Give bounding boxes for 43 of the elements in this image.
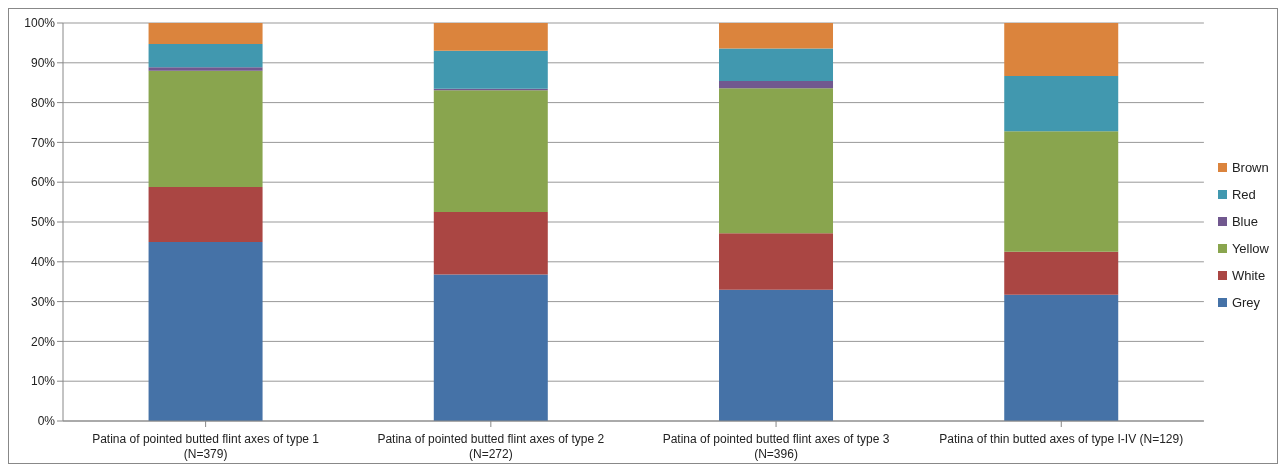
- y-tick-label: 100%: [24, 16, 56, 31]
- bar: [148, 23, 263, 45]
- x-tick-label: Patina of pointed butted flint axes of type 1 (N=379): [92, 432, 320, 461]
- bar: [1004, 251, 1119, 295]
- bar: [719, 233, 834, 290]
- bar: [719, 48, 834, 82]
- x-tick-label: Patina of thin butted axes of type I-IV (N=129): [939, 432, 1184, 446]
- bar: [433, 212, 548, 275]
- y-tick-label: 20%: [30, 334, 56, 349]
- legend-label: Grey: [1231, 295, 1261, 310]
- y-tick-label: 70%: [30, 135, 56, 150]
- legend-label: Red: [1231, 187, 1256, 202]
- bar: [148, 67, 263, 71]
- x-tick-label: Patina of pointed butted flint axes of type 3 (N=396): [662, 432, 890, 461]
- bar: [719, 88, 834, 234]
- legend-label: Brown: [1231, 160, 1269, 175]
- y-tick-label: 50%: [30, 215, 56, 230]
- bar: [433, 23, 548, 51]
- y-tick-label: 80%: [30, 95, 56, 110]
- bar: [433, 90, 548, 213]
- y-tick-label: 10%: [30, 374, 56, 389]
- legend-label: White: [1231, 268, 1266, 283]
- bar: [148, 186, 263, 242]
- y-tick-label: 40%: [30, 255, 56, 270]
- bar: [1004, 23, 1119, 76]
- y-tick-label: 60%: [30, 175, 56, 190]
- bar: [148, 70, 263, 187]
- bar: [1004, 294, 1119, 421]
- bar: [148, 241, 263, 421]
- y-tick-label: 90%: [30, 56, 56, 71]
- legend-label: Yellow: [1231, 241, 1269, 256]
- bar: [1004, 131, 1119, 252]
- bar: [719, 81, 834, 89]
- bar: [719, 289, 834, 421]
- bar: [1004, 75, 1119, 132]
- bar: [148, 44, 263, 68]
- legend-label: Blue: [1231, 214, 1258, 229]
- bar: [433, 50, 548, 89]
- y-tick-label: 30%: [30, 294, 56, 309]
- x-tick-label: Patina of pointed butted flint axes of type 2 (N=272): [377, 432, 605, 461]
- bar: [719, 23, 834, 49]
- y-tick-label: 0%: [37, 414, 56, 429]
- bar: [433, 274, 548, 421]
